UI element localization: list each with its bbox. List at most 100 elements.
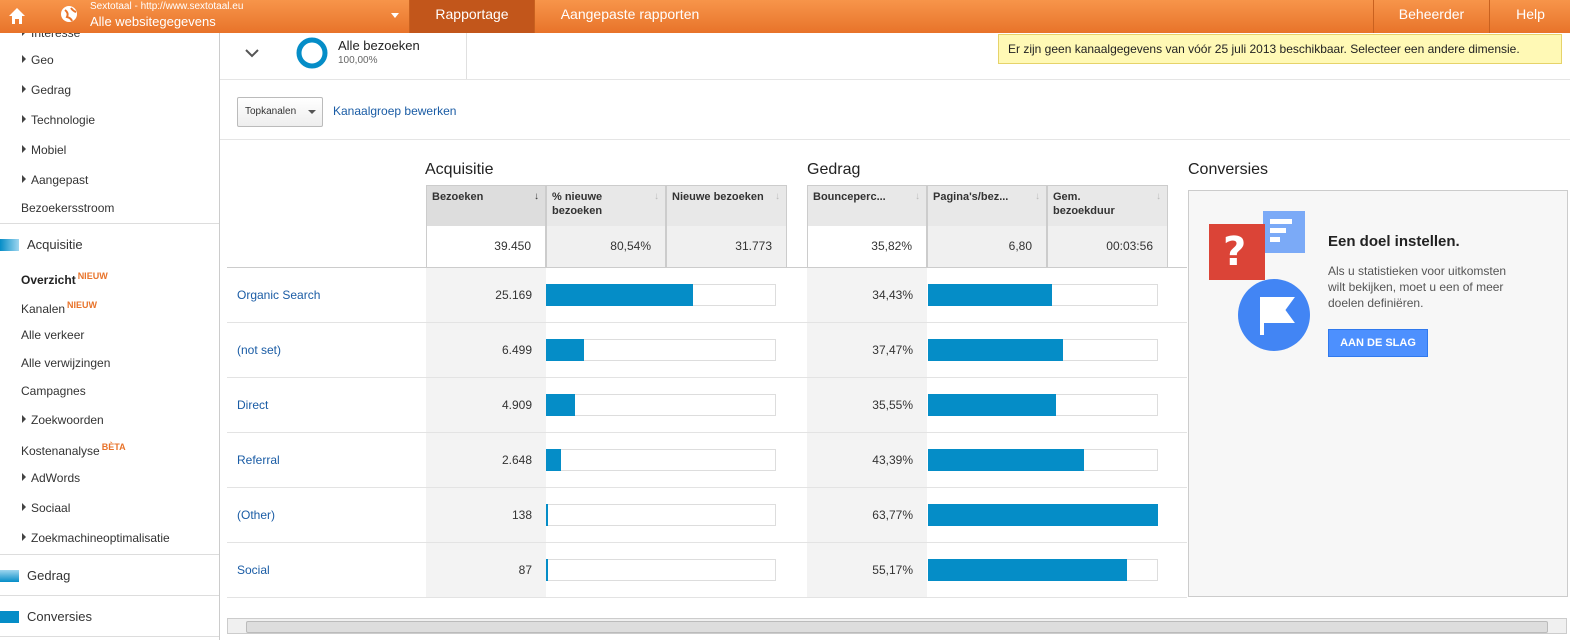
separator xyxy=(0,554,219,555)
bounce-cell: 35,55% xyxy=(872,398,913,412)
nav-item[interactable]: Alle verwijzingen xyxy=(21,356,110,370)
channel-link[interactable]: Direct xyxy=(237,398,269,412)
help-link[interactable]: Help xyxy=(1489,0,1570,33)
row-bg xyxy=(807,268,927,323)
expand-triangle xyxy=(22,503,26,511)
sort-arrow: ↓ xyxy=(534,191,539,202)
column-label: Bounceperc... xyxy=(813,191,886,203)
nav-item[interactable]: Campagnes xyxy=(21,384,86,398)
row-bg xyxy=(807,543,927,598)
section-title[interactable]: Conversies xyxy=(27,609,93,624)
nav-label: Kanalen xyxy=(21,302,66,316)
row-line xyxy=(227,542,1187,543)
total-cell: 80,54% xyxy=(546,226,666,268)
goal-panel: ? Een doel instellen. Als u statistieken v… xyxy=(1188,190,1568,597)
channel-link[interactable]: Organic Search xyxy=(237,288,321,302)
expand-triangle xyxy=(22,473,26,481)
main: Alle bezoeken 100,00% Er zijn geen kanaa… xyxy=(220,33,1570,640)
total-cell: 39.450 xyxy=(426,226,546,268)
nav-item[interactable]: Aangepast xyxy=(22,173,88,187)
nav-item[interactable]: Zoekmachineoptimalisatie xyxy=(22,531,170,545)
scroll-thumb[interactable] xyxy=(246,621,1548,633)
segment-share: 100,00% xyxy=(338,55,378,66)
goal-button[interactable]: AAN DE SLAG xyxy=(1328,329,1428,357)
nav-item[interactable]: Interesse xyxy=(22,33,80,40)
nav-item[interactable]: Zoekwoorden xyxy=(22,413,104,427)
section-title[interactable]: Gedrag xyxy=(27,568,71,583)
nav-label: Sociaal xyxy=(31,501,71,515)
channel-link[interactable]: (not set) xyxy=(237,343,282,357)
total-cell: 6,80 xyxy=(927,226,1047,268)
nav-item[interactable]: Mobiel xyxy=(22,143,66,157)
nav-item[interactable]: Geo xyxy=(22,53,54,67)
nav-item[interactable]: Overzicht NIEUW xyxy=(21,271,108,287)
row-bg xyxy=(426,488,546,543)
table-line xyxy=(227,267,1187,268)
row-line xyxy=(227,322,1187,323)
home-icon[interactable] xyxy=(6,5,28,27)
visits-bar xyxy=(546,559,548,581)
chevron[interactable] xyxy=(244,47,260,59)
row-line xyxy=(227,377,1187,378)
bounce-cell: 37,47% xyxy=(872,343,913,357)
channel-link[interactable]: Referral xyxy=(237,453,280,467)
segment-box xyxy=(230,33,467,79)
bar-track xyxy=(546,394,776,416)
row-bg xyxy=(426,543,546,598)
nav-item[interactable]: Sociaal xyxy=(22,501,70,515)
sidebar: Interesse Geo Gedrag Technologie Mobiel Aange… xyxy=(0,33,220,640)
nav-label: Geo xyxy=(31,53,54,67)
edit-link[interactable]: Kanaalgroep bewerken xyxy=(333,104,457,118)
column-header[interactable]: Nieuwe bezoeken ↓ xyxy=(666,185,787,227)
nav-item[interactable]: AdWords xyxy=(22,471,80,485)
bounce-cell: 43,39% xyxy=(872,453,913,467)
nav-label: Zoekwoorden xyxy=(31,413,104,427)
column-header[interactable]: Bounceperc... ↓ xyxy=(807,185,927,227)
segment-name[interactable]: Alle bezoeken xyxy=(338,38,420,53)
column-header[interactable]: % nieuwe bezoeken ↓ xyxy=(546,185,666,227)
expand-triangle xyxy=(22,33,26,36)
admin-link[interactable]: Beheerder xyxy=(1373,0,1489,33)
bounce-cell: 55,17% xyxy=(872,563,913,577)
expand-triangle xyxy=(22,415,26,423)
column-header[interactable]: Gem. bezoekduur ↓ xyxy=(1047,185,1168,227)
tab[interactable]: Aangepaste rapporten xyxy=(534,0,725,33)
group-title: Gedrag xyxy=(807,161,861,178)
column-header[interactable]: Bezoeken ↓ xyxy=(426,185,546,227)
dropdown-arrow[interactable] xyxy=(391,13,399,18)
bounce-cell: 34,43% xyxy=(872,288,913,302)
expand-triangle xyxy=(22,55,26,63)
nav-label: Technologie xyxy=(31,113,96,127)
badge: BÈTA xyxy=(101,442,126,452)
separator xyxy=(0,595,219,596)
nav-label: Overzicht xyxy=(21,273,76,287)
bounce-bar xyxy=(928,339,1064,361)
section-icon xyxy=(0,570,19,582)
row-bg xyxy=(807,433,927,488)
scrollbar[interactable] xyxy=(227,618,1567,634)
bounce-bar xyxy=(928,559,1127,581)
nav-item[interactable]: Kostenanalyse BÈTA xyxy=(21,442,126,458)
column-label: Gem. bezoekduur xyxy=(1053,191,1115,217)
dropdown[interactable]: Topkanalen xyxy=(237,97,323,127)
property-name[interactable]: Alle websitegegevens xyxy=(90,14,216,29)
sort-arrow: ↓ xyxy=(775,191,780,202)
row-bg xyxy=(807,323,927,378)
tab-active[interactable]: Rapportage xyxy=(409,0,534,33)
section-title[interactable]: Acquisitie xyxy=(27,237,83,252)
row-bg xyxy=(426,378,546,433)
nav-item[interactable]: Kanalen NIEUW xyxy=(21,300,97,316)
column-label: Bezoeken xyxy=(432,191,484,203)
channel-link[interactable]: (Other) xyxy=(237,508,276,522)
visits-bar xyxy=(546,504,548,526)
nav-item[interactable]: Technologie xyxy=(22,113,95,127)
goal-title: Een doel instellen. xyxy=(1328,233,1460,250)
nav-item[interactable]: Gedrag xyxy=(22,83,71,97)
nav-item[interactable]: Alle verkeer xyxy=(21,328,84,342)
channel-link[interactable]: Social xyxy=(237,563,270,577)
expand-triangle xyxy=(22,533,26,541)
nav-item[interactable]: Bezoekersstroom xyxy=(21,201,115,215)
expand-triangle xyxy=(22,175,26,183)
column-header[interactable]: Pagina's/bez... ↓ xyxy=(927,185,1047,227)
bounce-bar xyxy=(928,504,1158,526)
